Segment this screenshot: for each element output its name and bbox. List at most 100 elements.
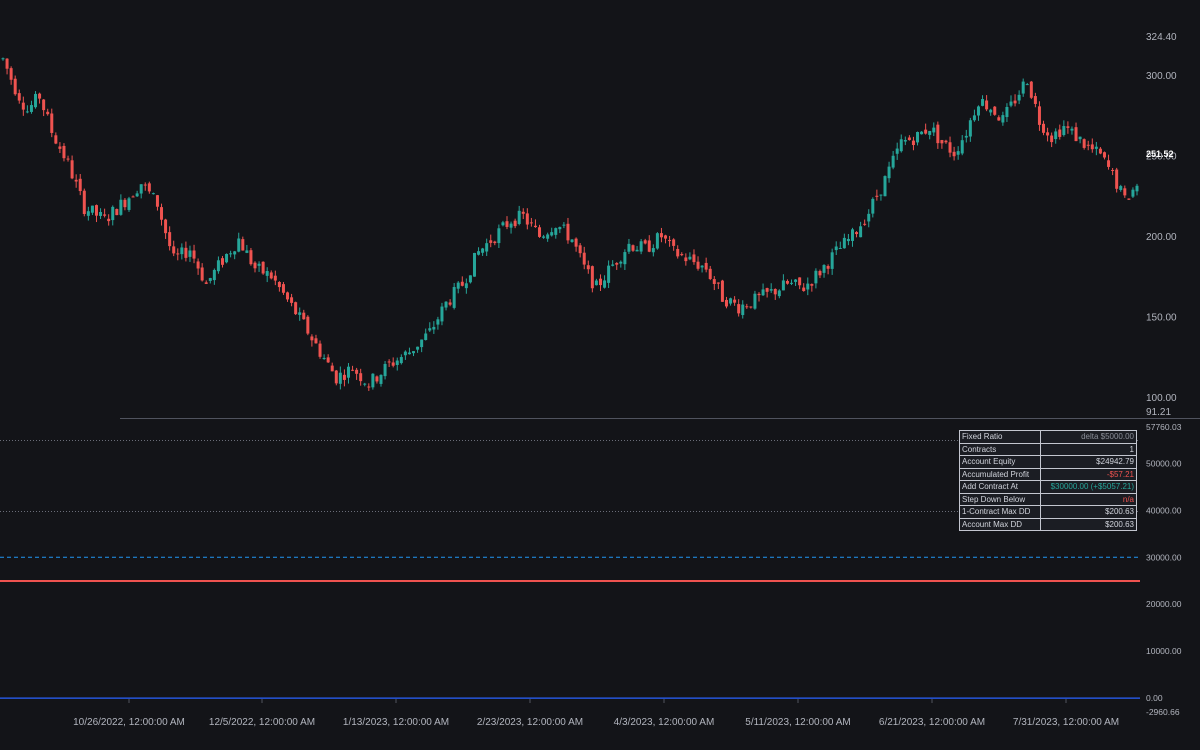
stats-label: Account Max DD: [959, 517, 1041, 531]
time-tick-label: 4/3/2023, 12:00:00 AM: [614, 717, 715, 728]
candle: [1070, 126, 1074, 135]
candle: [668, 235, 672, 247]
candle: [525, 208, 529, 230]
candle: [208, 277, 212, 284]
fixed-ratio-stats-table: Fixed Ratio delta $5000.00 Contracts 1 Accou…: [959, 430, 1137, 531]
candle: [1050, 132, 1054, 148]
candle: [976, 105, 980, 121]
candle: [216, 256, 220, 274]
candle: [13, 75, 17, 96]
price-tick-label: 200.00: [1146, 232, 1177, 243]
candle: [38, 92, 42, 104]
price-axis[interactable]: 324.40 300.00 250.00 200.00 150.00 100.00 91.2…: [1146, 32, 1177, 418]
candle: [590, 265, 594, 293]
candle: [424, 328, 428, 341]
candle: [25, 105, 29, 114]
candle: [643, 238, 647, 245]
candle: [651, 244, 655, 257]
candle: [741, 300, 745, 319]
candle: [367, 383, 371, 391]
candle: [509, 221, 513, 234]
candle: [903, 136, 907, 146]
candle: [794, 278, 798, 286]
candle: [147, 181, 151, 194]
candle: [383, 361, 387, 380]
candle: [220, 255, 224, 268]
candle: [456, 281, 460, 294]
candle: [1082, 138, 1086, 150]
time-axis[interactable]: 10/26/2022, 12:00:00 AM 12/5/2022, 12:00:…: [73, 699, 1119, 728]
candle: [887, 161, 891, 183]
equity-tick-label: 57760.03: [1146, 422, 1182, 432]
candle: [1009, 95, 1013, 108]
candle: [34, 91, 38, 109]
candle: [472, 252, 476, 277]
candle: [452, 283, 456, 310]
time-tick-label: 6/21/2023, 12:00:00 AM: [879, 717, 985, 728]
candle: [286, 291, 290, 302]
candle: [277, 281, 281, 292]
candle: [1046, 127, 1050, 142]
candle: [1094, 141, 1098, 156]
candle: [249, 247, 253, 266]
equity-axis[interactable]: 57760.03 50000.00 40000.00 30000.00 20000.00…: [1146, 422, 1182, 717]
candle: [62, 143, 66, 162]
candle: [696, 256, 700, 271]
candle: [82, 188, 86, 217]
candle: [212, 268, 216, 285]
candle: [395, 357, 399, 371]
candle: [253, 261, 257, 273]
candle: [944, 139, 948, 144]
candle: [688, 252, 692, 261]
candle: [127, 196, 131, 212]
candle: [346, 363, 350, 384]
candle: [46, 108, 50, 116]
candle: [635, 246, 639, 252]
candle: [655, 232, 659, 250]
candle: [684, 253, 688, 266]
equity-tick-label: 20000.00: [1146, 599, 1182, 609]
time-tick-label: 10/26/2022, 12:00:00 AM: [73, 717, 185, 728]
price-tick-label: 300.00: [1146, 71, 1177, 82]
candle: [1115, 167, 1119, 193]
stats-row: Account Equity $24942.79: [959, 455, 1137, 469]
candle: [1098, 147, 1102, 155]
candle: [1025, 82, 1029, 86]
candle: [326, 354, 330, 363]
candle: [716, 282, 720, 290]
candle: [464, 278, 468, 294]
candle: [802, 283, 806, 292]
candle: [342, 369, 346, 387]
candle: [1029, 80, 1033, 100]
stats-label: Fixed Ratio: [959, 430, 1041, 444]
candle: [773, 288, 777, 300]
candle: [176, 248, 180, 261]
candle: [948, 136, 952, 158]
candle: [855, 231, 859, 238]
candle: [1102, 151, 1106, 160]
candle: [90, 205, 94, 216]
candle: [899, 134, 903, 153]
candle: [338, 366, 342, 390]
price-pane[interactable]: [1, 57, 1139, 391]
candle: [294, 301, 298, 316]
equity-pane[interactable]: [0, 440, 1140, 699]
candle: [94, 204, 98, 223]
candle: [517, 205, 521, 226]
candle: [521, 208, 525, 220]
candle: [1013, 94, 1017, 107]
candle: [1037, 101, 1041, 131]
candle: [989, 108, 993, 116]
candle: [924, 123, 928, 135]
candle: [460, 276, 464, 287]
candle: [1119, 184, 1123, 192]
candle: [777, 289, 781, 299]
candle: [769, 283, 773, 293]
candle: [704, 257, 708, 273]
candle: [1021, 78, 1025, 97]
candle: [493, 240, 497, 246]
stats-value: 1: [1040, 442, 1137, 456]
candle: [237, 232, 241, 253]
stats-row: 1-Contract Max DD $200.63: [959, 505, 1137, 519]
candle: [785, 279, 789, 285]
